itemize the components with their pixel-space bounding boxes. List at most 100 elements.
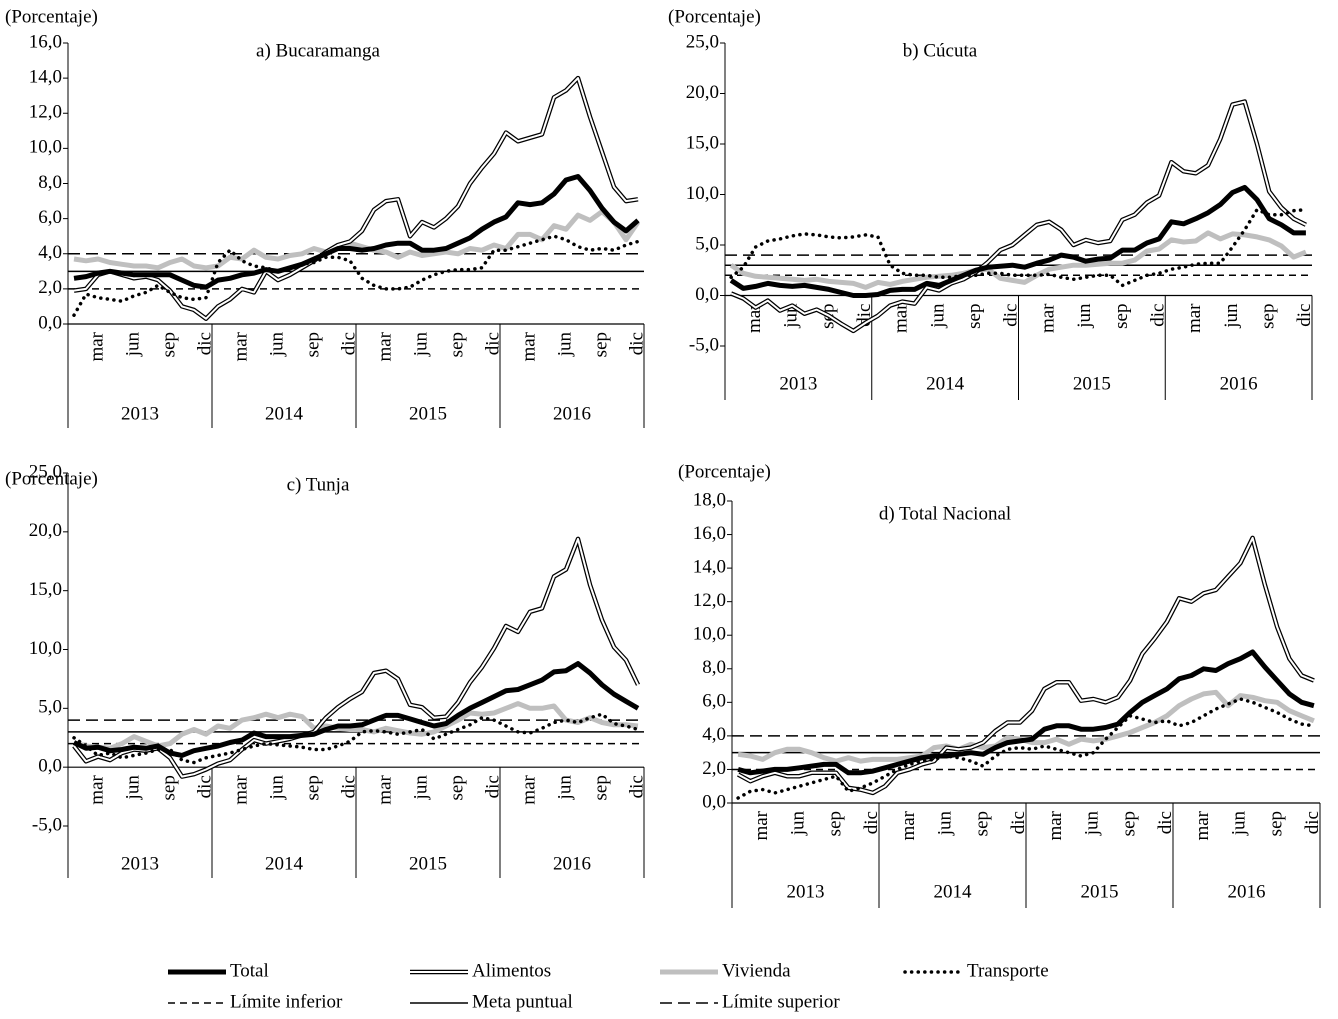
group-label: 2013: [121, 403, 159, 424]
x-tick-label: jun: [1074, 303, 1095, 329]
x-tick-label: dic: [482, 775, 503, 798]
x-tick-label: mar: [230, 775, 251, 805]
chart: (Porcentaje) b) Cúcuta -5,0 0,0 5,0 10,0 15,0 2…: [668, 6, 1315, 400]
x-tick-label: sep: [1111, 304, 1132, 329]
y-tick-label: 25,0: [29, 461, 62, 482]
series-line: [73, 209, 641, 271]
y-axis-label: (Porcentaje): [5, 6, 98, 27]
group-label: 2015: [409, 853, 447, 874]
y-tick-label: 12,0: [29, 102, 62, 123]
series-line: [72, 661, 640, 758]
legend-label: Total: [230, 960, 269, 981]
chart: (Porcentaje) d) Total Nacional 0,0 2,0 4,0 6,…: [678, 461, 1323, 908]
x-tick-label: dic: [1147, 304, 1168, 327]
x-tick-label: jun: [266, 775, 287, 801]
x-tick-label: sep: [590, 332, 611, 357]
legend-label: Transporte: [967, 960, 1049, 981]
x-tick-label: dic: [482, 332, 503, 355]
group-label: 2015: [1081, 881, 1119, 902]
x-tick-label: mar: [374, 775, 395, 805]
group-label: 2014: [934, 881, 973, 902]
group-label: 2015: [1073, 373, 1111, 394]
group-label: 2013: [787, 881, 825, 902]
series-line: [729, 184, 1306, 298]
y-tick-label: 2,0: [38, 277, 62, 298]
x-tick-label: mar: [1045, 810, 1066, 840]
y-tick-label: -5,0: [689, 334, 719, 355]
group-label: 2014: [926, 373, 965, 394]
x-tick-label: jun: [554, 332, 575, 358]
group-label: 2016: [553, 403, 591, 424]
x-tick-label: jun: [266, 332, 287, 358]
y-tick-label: 6,0: [702, 691, 726, 712]
y-tick-label: -5,0: [32, 814, 62, 835]
x-tick-label: mar: [86, 331, 107, 361]
x-tick-label: mar: [1184, 303, 1205, 333]
x-tick-label: jun: [410, 775, 431, 801]
x-tick-label: sep: [824, 811, 845, 836]
x-tick-label: jun: [1082, 811, 1103, 837]
y-tick-label: 8,0: [702, 657, 726, 678]
y-tick-label: 14,0: [29, 66, 62, 87]
x-tick-label: mar: [518, 331, 539, 361]
series-line: [736, 697, 1316, 800]
y-tick-label: 15,0: [29, 579, 62, 600]
x-tick-label: dic: [626, 775, 647, 798]
x-tick-label: mar: [518, 775, 539, 805]
x-tick-label: dic: [1155, 811, 1176, 834]
chart: (Porcentaje) a) Bucaramanga 0,0 2,0 4,0 6,0 8,…: [5, 6, 647, 428]
x-tick-label: dic: [1302, 811, 1323, 834]
x-tick-label: sep: [964, 304, 985, 329]
y-tick-label: 5,0: [38, 697, 62, 718]
y-tick-label: 20,0: [686, 82, 719, 103]
x-tick-label: jun: [1229, 811, 1250, 837]
legend-label: Límite inferior: [230, 991, 343, 1012]
x-tick-label: mar: [230, 331, 251, 361]
series-line: [72, 234, 640, 317]
x-tick-label: mar: [751, 810, 772, 840]
x-tick-label: sep: [302, 775, 323, 800]
y-tick-label: 14,0: [693, 556, 726, 577]
x-tick-label: sep: [446, 775, 467, 800]
y-axis-label: (Porcentaje): [678, 461, 771, 482]
y-tick-label: 25,0: [686, 31, 719, 52]
x-tick-label: dic: [1001, 304, 1022, 327]
x-tick-label: mar: [86, 775, 107, 805]
x-tick-label: jun: [410, 332, 431, 358]
x-tick-label: jun: [935, 811, 956, 837]
y-tick-label: 0,0: [38, 312, 62, 333]
y-tick-label: 15,0: [686, 132, 719, 153]
y-tick-label: 4,0: [702, 724, 726, 745]
series-line: [737, 649, 1315, 776]
x-tick-label: sep: [590, 775, 611, 800]
x-tick-label: dic: [1008, 811, 1029, 834]
y-tick-label: 10,0: [29, 638, 62, 659]
chart-title: c) Tunja: [287, 474, 350, 495]
x-tick-label: mar: [891, 303, 912, 333]
x-tick-label: sep: [302, 332, 323, 357]
y-tick-label: 5,0: [695, 233, 719, 254]
x-tick-label: sep: [1258, 304, 1279, 329]
y-tick-label: 6,0: [38, 207, 62, 228]
y-tick-label: 0,0: [695, 284, 719, 305]
x-tick-label: dic: [338, 332, 359, 355]
x-tick-label: sep: [158, 332, 179, 357]
x-tick-label: sep: [1265, 811, 1286, 836]
series-line: [72, 712, 640, 765]
x-tick-label: sep: [1118, 811, 1139, 836]
y-tick-label: 8,0: [38, 172, 62, 193]
x-tick-label: mar: [1192, 810, 1213, 840]
x-tick-label: jun: [554, 775, 575, 801]
y-axis-label: (Porcentaje): [5, 468, 98, 489]
series-line: [72, 536, 641, 779]
y-tick-label: 10,0: [686, 183, 719, 204]
y-tick-label: 16,0: [29, 31, 62, 52]
x-tick-label: mar: [898, 810, 919, 840]
x-tick-label: jun: [122, 332, 143, 358]
series-line-inner: [730, 100, 1307, 332]
group-label: 2014: [265, 403, 304, 424]
series-line: [729, 230, 1307, 290]
y-tick-label: 20,0: [29, 520, 62, 541]
group-label: 2013: [121, 853, 159, 874]
